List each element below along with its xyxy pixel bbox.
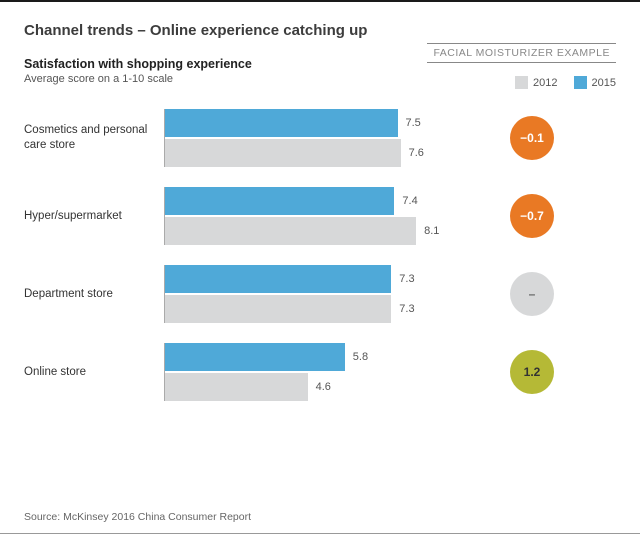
delta-badge: −0.1 [510,116,554,160]
bar: 7.3 [165,265,474,293]
chart-row: Hyper/supermarket 7.4 8.1 −0.7 [24,187,616,245]
bar-value-label: 8.1 [424,225,439,237]
legend: 2012 2015 [515,76,616,89]
example-tag: FACIAL MOISTURIZER EXAMPLE [427,43,616,63]
legend-label-2012: 2012 [533,77,557,89]
bars-column: 7.5 7.6 [164,109,474,167]
row-label: Cosmetics and personal care store [24,123,164,153]
bar: 7.3 [165,295,474,323]
bar-fill [165,187,394,215]
bar: 7.5 [165,109,474,137]
bar-fill [165,295,391,323]
chart-frame: Channel trends – Online experience catch… [0,0,640,534]
legend-label-2015: 2015 [592,77,616,89]
row-label: Department store [24,287,164,302]
row-label: Online store [24,365,164,380]
chart-row: Online store 5.8 4.6 1.2 [24,343,616,401]
bar-value-label: 7.6 [409,147,424,159]
chart-row: Department store 7.3 7.3 – [24,265,616,323]
bar: 8.1 [165,217,474,245]
bar-value-label: 7.4 [402,195,417,207]
bar-fill [165,265,391,293]
bar: 7.6 [165,139,474,167]
bar-value-label: 7.3 [399,273,414,285]
bar-value-label: 4.6 [316,381,331,393]
bar-fill [165,109,398,137]
bar: 7.4 [165,187,474,215]
legend-swatch-2012 [515,76,528,89]
legend-item-2015: 2015 [574,76,616,89]
legend-item-2012: 2012 [515,76,557,89]
bar: 4.6 [165,373,474,401]
bar-chart: Cosmetics and personal care store 7.5 7.6 −… [24,109,616,401]
chart-title: Channel trends – Online experience catch… [24,22,616,39]
delta-badge: −0.7 [510,194,554,238]
row-label: Hyper/supermarket [24,209,164,224]
bar-fill [165,343,345,371]
delta-badge: 1.2 [510,350,554,394]
bar-fill [165,373,308,401]
source-note: Source: McKinsey 2016 China Consumer Rep… [24,511,251,523]
chart-row: Cosmetics and personal care store 7.5 7.6 −… [24,109,616,167]
legend-swatch-2015 [574,76,587,89]
bars-column: 7.3 7.3 [164,265,474,323]
bar-value-label: 7.3 [399,303,414,315]
bar-fill [165,139,401,167]
bar-value-label: 5.8 [353,351,368,363]
bars-column: 7.4 8.1 [164,187,474,245]
delta-badge: – [510,272,554,316]
bar-value-label: 7.5 [406,117,421,129]
bar: 5.8 [165,343,474,371]
bar-fill [165,217,416,245]
bars-column: 5.8 4.6 [164,343,474,401]
